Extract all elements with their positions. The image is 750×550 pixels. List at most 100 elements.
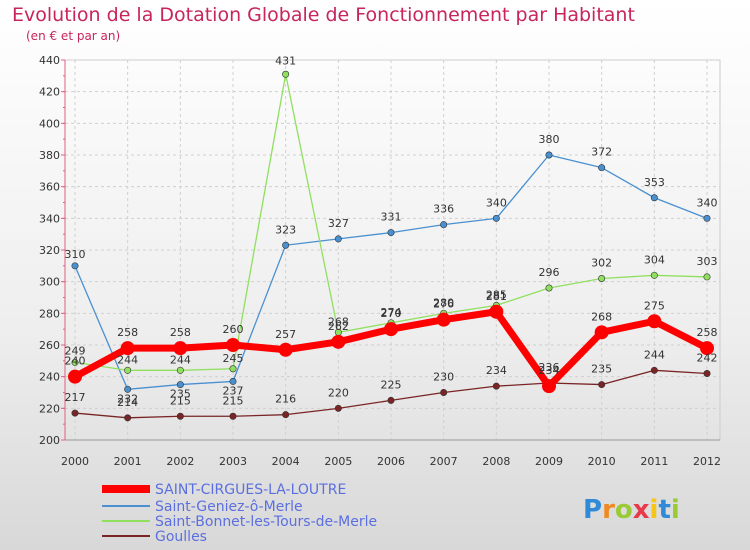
data-point — [594, 325, 609, 340]
data-label: 296 — [539, 266, 560, 279]
legend-entry: Saint-Geniez-ô-Merle — [155, 499, 303, 515]
data-point — [384, 322, 398, 337]
logo-letter: P — [583, 495, 602, 525]
data-point — [489, 304, 504, 319]
x-tick-label: 2012 — [693, 455, 721, 468]
data-label: 304 — [644, 253, 665, 266]
data-point — [334, 404, 342, 412]
data-point — [387, 229, 395, 237]
data-label: 281 — [486, 290, 507, 303]
data-label: 340 — [697, 196, 718, 209]
data-point — [598, 381, 606, 389]
series-1 — [71, 151, 711, 393]
series-group — [68, 70, 714, 422]
legend-entry: Goulles — [155, 529, 207, 545]
data-point — [124, 385, 132, 393]
data-label: 214 — [117, 396, 138, 409]
data-label: 280 — [433, 296, 454, 309]
y-tick-label: 360 — [39, 181, 60, 194]
logo-letter: t — [658, 495, 670, 525]
data-label: 268 — [591, 310, 612, 323]
data-point — [176, 381, 184, 389]
logo-letter: x — [633, 495, 650, 525]
legend-entry: SAINT-CIRGUES-LA-LOUTRE — [155, 482, 346, 498]
axes: 200 220 240 260 280 300 320 340 360 380 400 420 440 2… — [39, 54, 721, 468]
y-tick-label: 340 — [39, 212, 60, 225]
data-point — [545, 151, 553, 159]
data-label: 215 — [223, 394, 244, 407]
data-label: 285 — [486, 288, 507, 301]
data-point — [703, 369, 711, 377]
data-label: 249 — [65, 344, 86, 357]
data-point — [282, 70, 290, 78]
data-label: 303 — [697, 255, 718, 268]
data-point — [598, 164, 606, 172]
legend-entry: Saint-Bonnet-les-Tours-de-Merle — [155, 514, 377, 530]
data-label: 230 — [433, 371, 454, 384]
data-label: 353 — [644, 176, 665, 189]
data-label: 234 — [539, 364, 560, 377]
data-label: 276 — [433, 298, 454, 311]
data-point — [436, 312, 451, 327]
y-tick-label: 400 — [39, 117, 60, 130]
chart-title: Evolution de la Dotation Globale de Fonc… — [12, 4, 635, 26]
data-point — [492, 382, 500, 390]
y-tick-label: 260 — [39, 339, 60, 352]
y-tick-label: 300 — [39, 276, 60, 289]
y-tick-label: 280 — [39, 307, 60, 320]
data-point — [650, 271, 658, 279]
data-point — [331, 334, 346, 349]
x-tick-label: 2008 — [482, 455, 510, 468]
data-label: 327 — [328, 217, 349, 230]
data-point — [229, 365, 237, 373]
x-tick-label: 2010 — [588, 455, 616, 468]
data-point — [229, 412, 237, 420]
data-point — [440, 221, 448, 229]
data-point — [282, 241, 290, 249]
data-label: 340 — [486, 196, 507, 209]
data-point — [226, 338, 240, 352]
series-3 — [71, 366, 711, 422]
y-tick-label: 420 — [39, 86, 60, 99]
x-tick-label: 2006 — [377, 455, 405, 468]
data-label: 242 — [697, 352, 718, 365]
x-tick-label: 2002 — [166, 455, 194, 468]
data-label: 244 — [644, 348, 665, 361]
data-point — [124, 414, 132, 422]
data-label: 215 — [170, 394, 191, 407]
logo-letter: o — [615, 495, 633, 525]
data-label: 244 — [117, 353, 138, 366]
data-point — [71, 358, 79, 366]
data-point — [703, 214, 711, 222]
x-tick-label: 2004 — [272, 455, 300, 468]
data-point — [650, 194, 658, 202]
data-point — [278, 342, 293, 357]
series-0 — [68, 304, 714, 394]
data-label: 372 — [591, 146, 612, 159]
data-point — [647, 314, 662, 329]
data-label: 217 — [65, 391, 86, 404]
logo-letter: i — [650, 495, 659, 525]
data-point — [71, 262, 79, 270]
data-label: 235 — [170, 388, 191, 401]
data-label: 302 — [591, 257, 612, 270]
data-label: 225 — [381, 378, 402, 391]
data-label: 275 — [644, 299, 665, 312]
data-label: 270 — [381, 307, 402, 320]
data-label: 237 — [223, 384, 244, 397]
x-tick-label: 2011 — [640, 455, 668, 468]
data-point — [120, 341, 135, 356]
data-point — [68, 369, 82, 384]
x-tick-label: 2007 — [430, 455, 458, 468]
data-label: 380 — [539, 133, 560, 146]
data-label: 274 — [381, 306, 402, 319]
data-label: 236 — [539, 361, 560, 374]
x-tick-label: 2001 — [114, 455, 142, 468]
x-tick-label: 2003 — [219, 455, 247, 468]
data-point — [700, 341, 714, 356]
data-label: 258 — [697, 326, 718, 339]
data-label: 234 — [486, 364, 507, 377]
data-label: 216 — [275, 393, 296, 406]
